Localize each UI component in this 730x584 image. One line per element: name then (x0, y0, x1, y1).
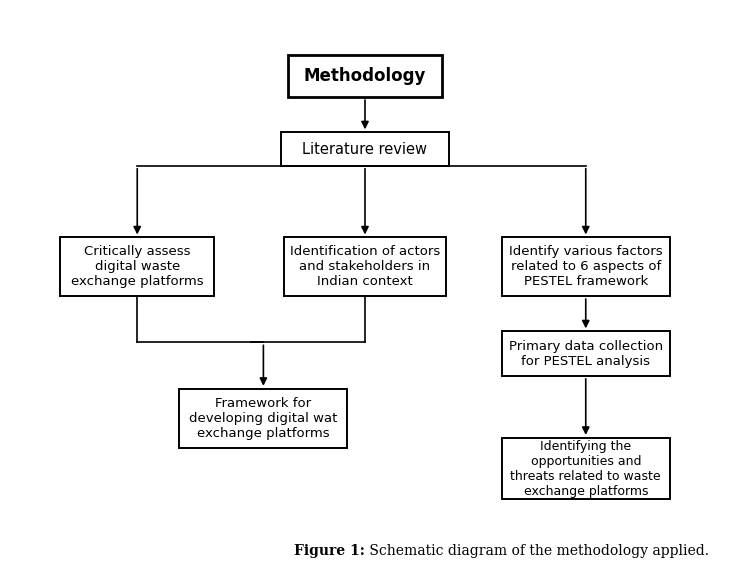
FancyBboxPatch shape (60, 237, 215, 296)
FancyBboxPatch shape (502, 331, 670, 376)
FancyBboxPatch shape (288, 55, 442, 97)
FancyBboxPatch shape (180, 389, 347, 447)
Text: Primary data collection
for PESTEL analysis: Primary data collection for PESTEL analy… (509, 340, 663, 368)
Text: Schematic diagram of the methodology applied.: Schematic diagram of the methodology app… (365, 544, 709, 558)
Text: Identify various factors
related to 6 aspects of
PESTEL framework: Identify various factors related to 6 as… (509, 245, 663, 288)
Text: Critically assess
digital waste
exchange platforms: Critically assess digital waste exchange… (71, 245, 204, 288)
Text: Figure 1:: Figure 1: (294, 544, 365, 558)
Text: Methodology: Methodology (304, 67, 426, 85)
Text: Literature review: Literature review (302, 141, 428, 157)
Text: Identifying the
opportunities and
threats related to waste
exchange platforms: Identifying the opportunities and threat… (510, 440, 661, 498)
FancyBboxPatch shape (285, 237, 445, 296)
FancyBboxPatch shape (502, 438, 670, 499)
Text: Identification of actors
and stakeholders in
Indian context: Identification of actors and stakeholder… (290, 245, 440, 288)
FancyBboxPatch shape (502, 237, 670, 296)
Text: Framework for
developing digital wat
exchange platforms: Framework for developing digital wat exc… (189, 397, 337, 440)
FancyBboxPatch shape (281, 132, 449, 166)
